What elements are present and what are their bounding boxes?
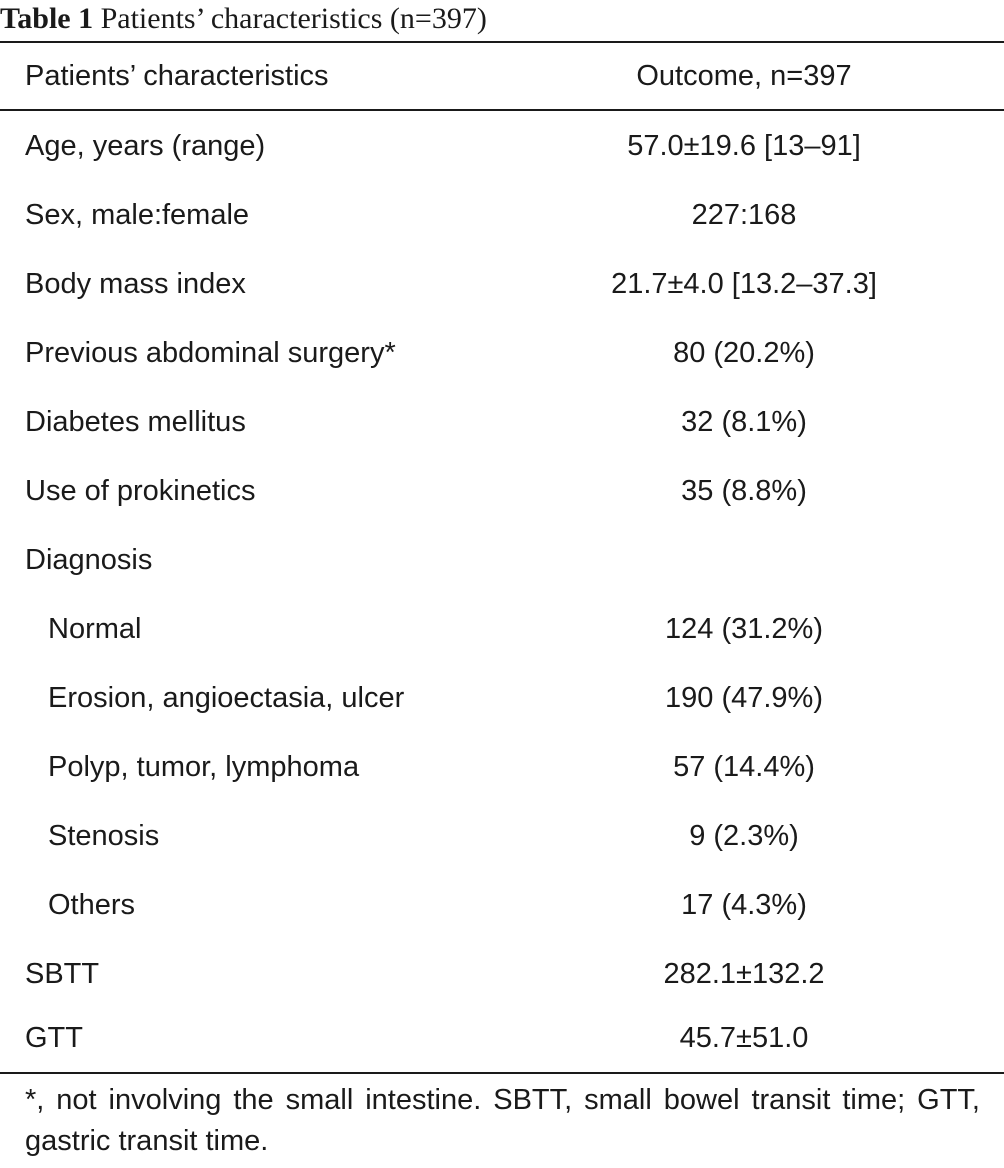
- table-row: Previous abdominal surgery* 80 (20.2%): [0, 319, 1004, 388]
- row-label: Diabetes mellitus: [25, 406, 246, 438]
- table-row: Polyp, tumor, lymphoma 57 (14.4%): [0, 733, 1004, 802]
- row-value: 282.1±132.2: [663, 958, 825, 990]
- row-label: Body mass index: [25, 268, 246, 300]
- row-value: 21.7±4.0 [13.2–37.3]: [611, 268, 877, 300]
- table-row-group-heading: Diagnosis: [0, 526, 1004, 595]
- row-label: GTT: [25, 1022, 83, 1054]
- table-caption-label: Table 1: [0, 2, 94, 35]
- row-label: Erosion, angioectasia, ulcer: [48, 682, 405, 714]
- table-footnote: *, not involving the small intestine. SB…: [25, 1084, 980, 1157]
- row-value: 17 (4.3%): [681, 889, 807, 921]
- row-label: Previous abdominal surgery*: [25, 337, 396, 369]
- table-row: SBTT 282.1±132.2: [0, 940, 1004, 1009]
- row-value: 57.0±19.6 [13–91]: [627, 130, 861, 162]
- row-value: 124 (31.2%): [665, 613, 823, 645]
- row-value: 35 (8.8%): [681, 475, 807, 507]
- table-row: Normal 124 (31.2%): [0, 595, 1004, 664]
- row-label: Normal: [48, 613, 142, 645]
- table-header-rule: [0, 109, 1004, 111]
- row-label: Diagnosis: [25, 544, 153, 576]
- row-value: 227:168: [691, 199, 797, 231]
- table-row: Body mass index 21.7±4.0 [13.2–37.3]: [0, 250, 1004, 319]
- header-col-outcome: Outcome, n=397: [636, 59, 852, 92]
- table-top-rule: [0, 41, 1004, 43]
- row-label: Age, years (range): [25, 130, 266, 162]
- table-row: Stenosis 9 (2.3%): [0, 802, 1004, 871]
- table-row: Use of prokinetics 35 (8.8%): [0, 457, 1004, 526]
- row-label: Use of prokinetics: [25, 475, 256, 507]
- table-row: Sex, male:female 227:168: [0, 181, 1004, 250]
- table-row: Age, years (range) 57.0±19.6 [13–91]: [0, 112, 1004, 181]
- header-col-characteristics: Patients’ characteristics: [25, 59, 329, 92]
- table-bottom-rule: [0, 1072, 1004, 1074]
- row-value: 32 (8.1%): [681, 406, 807, 438]
- table-caption-text: Patients’ characteristics (n=397): [100, 2, 487, 35]
- table-row: Diabetes mellitus 32 (8.1%): [0, 388, 1004, 457]
- table-row: Erosion, angioectasia, ulcer 190 (47.9%): [0, 664, 1004, 733]
- table-row: Others 17 (4.3%): [0, 871, 1004, 940]
- table-row: GTT 45.7±51.0: [0, 1004, 1004, 1073]
- row-label: Polyp, tumor, lymphoma: [48, 751, 360, 783]
- row-value: 80 (20.2%): [673, 337, 815, 369]
- row-label: Stenosis: [48, 820, 160, 852]
- header-row: Patients’ characteristics Outcome, n=397: [0, 43, 1004, 109]
- row-label: Others: [48, 889, 136, 921]
- table-caption: Table 1 Patients’ characteristics (n=397…: [0, 2, 487, 40]
- row-value: 190 (47.9%): [665, 682, 823, 714]
- row-label: SBTT: [25, 958, 100, 990]
- row-value: 45.7±51.0: [679, 1022, 809, 1054]
- row-label: Sex, male:female: [25, 199, 250, 231]
- row-value: 57 (14.4%): [673, 751, 815, 783]
- row-value: 9 (2.3%): [689, 820, 799, 852]
